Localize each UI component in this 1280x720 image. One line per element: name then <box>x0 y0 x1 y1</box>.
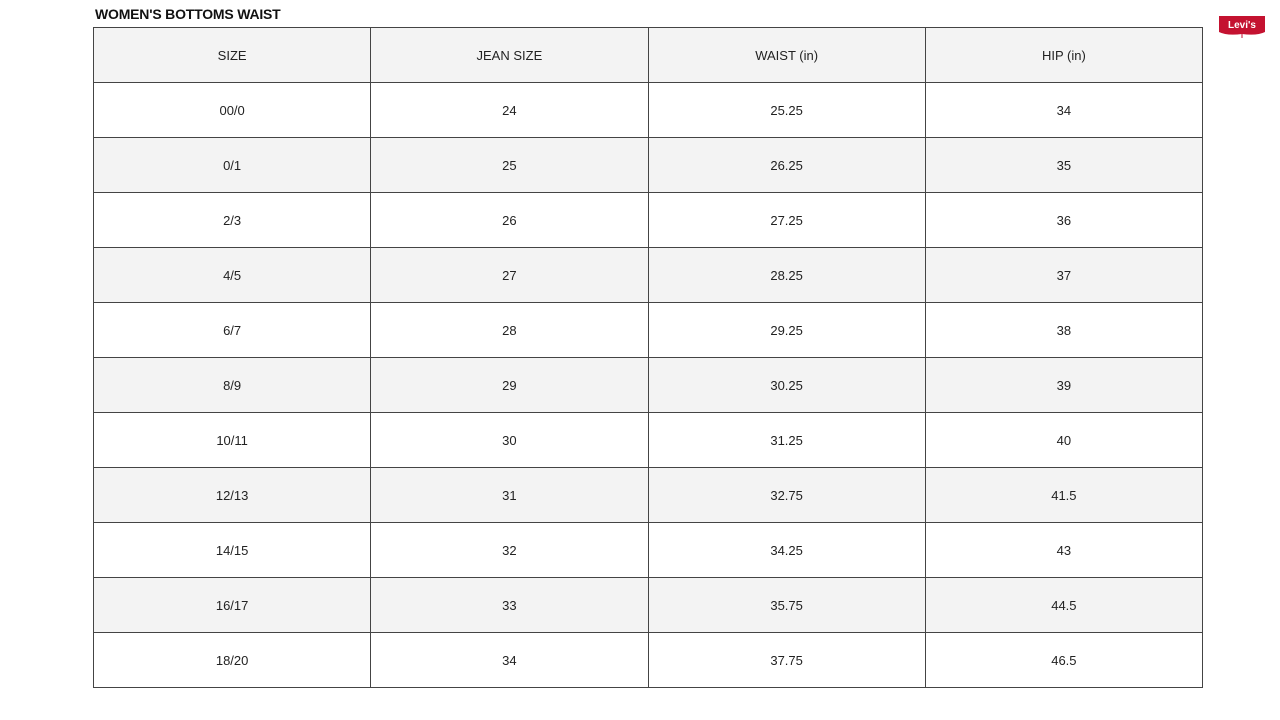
table-cell: 43 <box>924 522 1204 578</box>
header-row: SIZE JEAN SIZE WAIST (in) HIP (in) <box>92 27 1204 83</box>
table-cell: 32 <box>370 522 649 578</box>
column-header: HIP (in) <box>924 27 1204 83</box>
svg-text:Levi's: Levi's <box>1228 20 1256 31</box>
table-cell: 27 <box>370 247 649 303</box>
table-cell: 31.25 <box>647 412 926 468</box>
table-row: 2/3 26 27.25 36 <box>92 192 1204 248</box>
levis-logo: Levi's <box>1219 16 1265 38</box>
table-cell: 25.25 <box>647 82 926 138</box>
table-cell: 36 <box>924 192 1204 248</box>
table-cell: 12/13 <box>92 467 372 523</box>
table-row: 12/13 31 32.75 41.5 <box>92 467 1204 523</box>
table-row: 00/0 24 25.25 34 <box>92 82 1204 138</box>
table-cell: 18/20 <box>92 632 372 688</box>
table-cell: 38 <box>924 302 1204 358</box>
table-cell: 25 <box>370 137 649 193</box>
table-cell: 30.25 <box>647 357 926 413</box>
table-cell: 0/1 <box>92 137 372 193</box>
table-cell: 44.5 <box>924 577 1204 633</box>
table-cell: 34.25 <box>647 522 926 578</box>
table-cell: 37.75 <box>647 632 926 688</box>
table-cell: 28.25 <box>647 247 926 303</box>
table-cell: 31 <box>370 467 649 523</box>
page-title: WOMEN'S BOTTOMS WAIST <box>95 6 281 22</box>
size-chart-table: SIZE JEAN SIZE WAIST (in) HIP (in) 00/0 24 25… <box>92 27 1204 688</box>
table-row: 10/11 30 31.25 40 <box>92 412 1204 468</box>
table-row: 0/1 25 26.25 35 <box>92 137 1204 193</box>
table-row: 18/20 34 37.75 46.5 <box>92 632 1204 688</box>
table-cell: 27.25 <box>647 192 926 248</box>
table-cell: 26 <box>370 192 649 248</box>
table-cell: 35.75 <box>647 577 926 633</box>
table-cell: 39 <box>924 357 1204 413</box>
table-cell: 10/11 <box>92 412 372 468</box>
table-cell: 29 <box>370 357 649 413</box>
table-cell: 35 <box>924 137 1204 193</box>
table-cell: 29.25 <box>647 302 926 358</box>
table-cell: 40 <box>924 412 1204 468</box>
table-cell: 30 <box>370 412 649 468</box>
table-cell: 34 <box>370 632 649 688</box>
table-cell: 32.75 <box>647 467 926 523</box>
table-cell: 34 <box>924 82 1204 138</box>
table-cell: 14/15 <box>92 522 372 578</box>
table-cell: 24 <box>370 82 649 138</box>
table-cell: 4/5 <box>92 247 372 303</box>
table-cell: 16/17 <box>92 577 372 633</box>
column-header: SIZE <box>92 27 372 83</box>
table-row: 6/7 28 29.25 38 <box>92 302 1204 358</box>
table-cell: 26.25 <box>647 137 926 193</box>
column-header: WAIST (in) <box>647 27 926 83</box>
table-row: 4/5 27 28.25 37 <box>92 247 1204 303</box>
table-row: 16/17 33 35.75 44.5 <box>92 577 1204 633</box>
table-cell: 8/9 <box>92 357 372 413</box>
table-cell: 6/7 <box>92 302 372 358</box>
table-cell: 41.5 <box>924 467 1204 523</box>
table-cell: 28 <box>370 302 649 358</box>
table-cell: 33 <box>370 577 649 633</box>
table-cell: 00/0 <box>92 82 372 138</box>
table-cell: 2/3 <box>92 192 372 248</box>
table-cell: 37 <box>924 247 1204 303</box>
table-row: 14/15 32 34.25 43 <box>92 522 1204 578</box>
table-cell: 46.5 <box>924 632 1204 688</box>
column-header: JEAN SIZE <box>370 27 649 83</box>
table-row: 8/9 29 30.25 39 <box>92 357 1204 413</box>
